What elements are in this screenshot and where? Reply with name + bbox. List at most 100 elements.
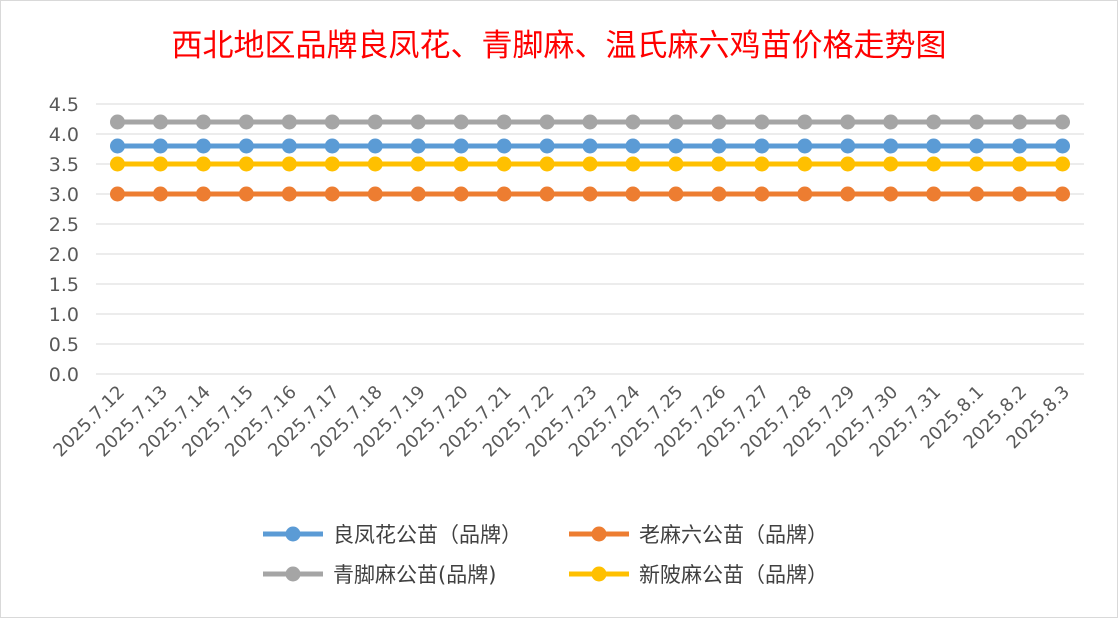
series-4 — [109, 156, 1071, 172]
series-2 — [109, 186, 1071, 202]
y-tick-label: 4.5 — [49, 94, 79, 116]
data-point — [1012, 138, 1028, 154]
data-point — [711, 114, 727, 130]
legend-entry: 良凤花公苗（品牌） — [263, 523, 522, 547]
legend-marker — [285, 526, 301, 542]
data-point — [238, 138, 254, 154]
data-point — [754, 114, 770, 130]
data-point — [238, 186, 254, 202]
data-point — [1012, 186, 1028, 202]
data-point — [453, 156, 469, 172]
legend-marker — [591, 566, 607, 582]
legend-label: 良凤花公苗（品牌） — [333, 523, 522, 547]
data-point — [883, 186, 899, 202]
y-tick-label: 0.5 — [49, 334, 79, 356]
data-point — [883, 138, 899, 154]
y-tick-label: 0.0 — [49, 364, 79, 386]
data-point — [367, 138, 383, 154]
data-point — [711, 138, 727, 154]
data-point — [840, 156, 856, 172]
series-lines — [109, 114, 1071, 202]
data-point — [883, 156, 899, 172]
data-point — [324, 114, 340, 130]
data-point — [281, 186, 297, 202]
data-point — [109, 138, 125, 154]
data-point — [625, 156, 641, 172]
data-point — [840, 186, 856, 202]
y-axis-ticks: 0.0 0.5 1.0 1.5 2.0 2.5 3.0 3.5 4.0 4.5 — [49, 94, 79, 386]
data-point — [969, 156, 985, 172]
series-3 — [109, 114, 1071, 130]
data-point — [840, 114, 856, 130]
legend-entry: 青脚麻公苗(品牌) — [263, 563, 496, 587]
data-point — [152, 138, 168, 154]
data-point — [840, 138, 856, 154]
data-point — [797, 114, 813, 130]
legend-label: 老麻六公苗（品牌） — [639, 523, 828, 547]
data-point — [281, 114, 297, 130]
chart-title: 西北地区品牌良凤花、青脚麻、温氏麻六鸡苗价格走势图 — [172, 28, 947, 64]
data-point — [711, 156, 727, 172]
data-point — [797, 156, 813, 172]
data-point — [969, 186, 985, 202]
data-point — [625, 138, 641, 154]
data-point — [152, 114, 168, 130]
data-point — [582, 156, 598, 172]
data-point — [711, 186, 727, 202]
data-point — [797, 138, 813, 154]
data-point — [109, 156, 125, 172]
data-point — [496, 186, 512, 202]
data-point — [195, 114, 211, 130]
data-point — [496, 156, 512, 172]
data-point — [410, 138, 426, 154]
data-point — [453, 186, 469, 202]
data-point — [969, 114, 985, 130]
data-point — [539, 138, 555, 154]
data-point — [410, 186, 426, 202]
data-point — [453, 138, 469, 154]
data-point — [1055, 156, 1071, 172]
data-point — [152, 156, 168, 172]
data-point — [1055, 114, 1071, 130]
data-point — [668, 186, 684, 202]
y-tick-label: 1.5 — [49, 274, 79, 296]
data-point — [539, 186, 555, 202]
data-point — [582, 138, 598, 154]
data-point — [926, 156, 942, 172]
data-point — [453, 114, 469, 130]
data-point — [195, 156, 211, 172]
data-point — [1012, 156, 1028, 172]
data-point — [496, 138, 512, 154]
legend: 良凤花公苗（品牌） 老麻六公苗（品牌） 青脚麻公苗(品牌) 新陂麻公苗（品牌） — [263, 523, 828, 587]
data-point — [281, 138, 297, 154]
data-point — [238, 114, 254, 130]
legend-label: 新陂麻公苗（品牌） — [639, 563, 828, 587]
legend-label: 青脚麻公苗(品牌) — [333, 563, 496, 587]
data-point — [754, 156, 770, 172]
data-point — [1055, 138, 1071, 154]
y-tick-label: 3.5 — [49, 154, 79, 176]
legend-marker — [591, 526, 607, 542]
data-point — [324, 156, 340, 172]
data-point — [582, 114, 598, 130]
data-point — [926, 186, 942, 202]
y-tick-label: 4.0 — [49, 124, 79, 146]
data-point — [152, 186, 168, 202]
data-point — [195, 138, 211, 154]
data-point — [324, 186, 340, 202]
data-point — [496, 114, 512, 130]
data-point — [969, 138, 985, 154]
data-point — [539, 114, 555, 130]
data-point — [195, 186, 211, 202]
data-point — [668, 114, 684, 130]
data-point — [281, 156, 297, 172]
data-point — [238, 156, 254, 172]
legend-marker — [285, 566, 301, 582]
y-tick-label: 3.0 — [49, 184, 79, 206]
data-point — [625, 186, 641, 202]
data-point — [926, 138, 942, 154]
data-point — [1012, 114, 1028, 130]
data-point — [539, 156, 555, 172]
